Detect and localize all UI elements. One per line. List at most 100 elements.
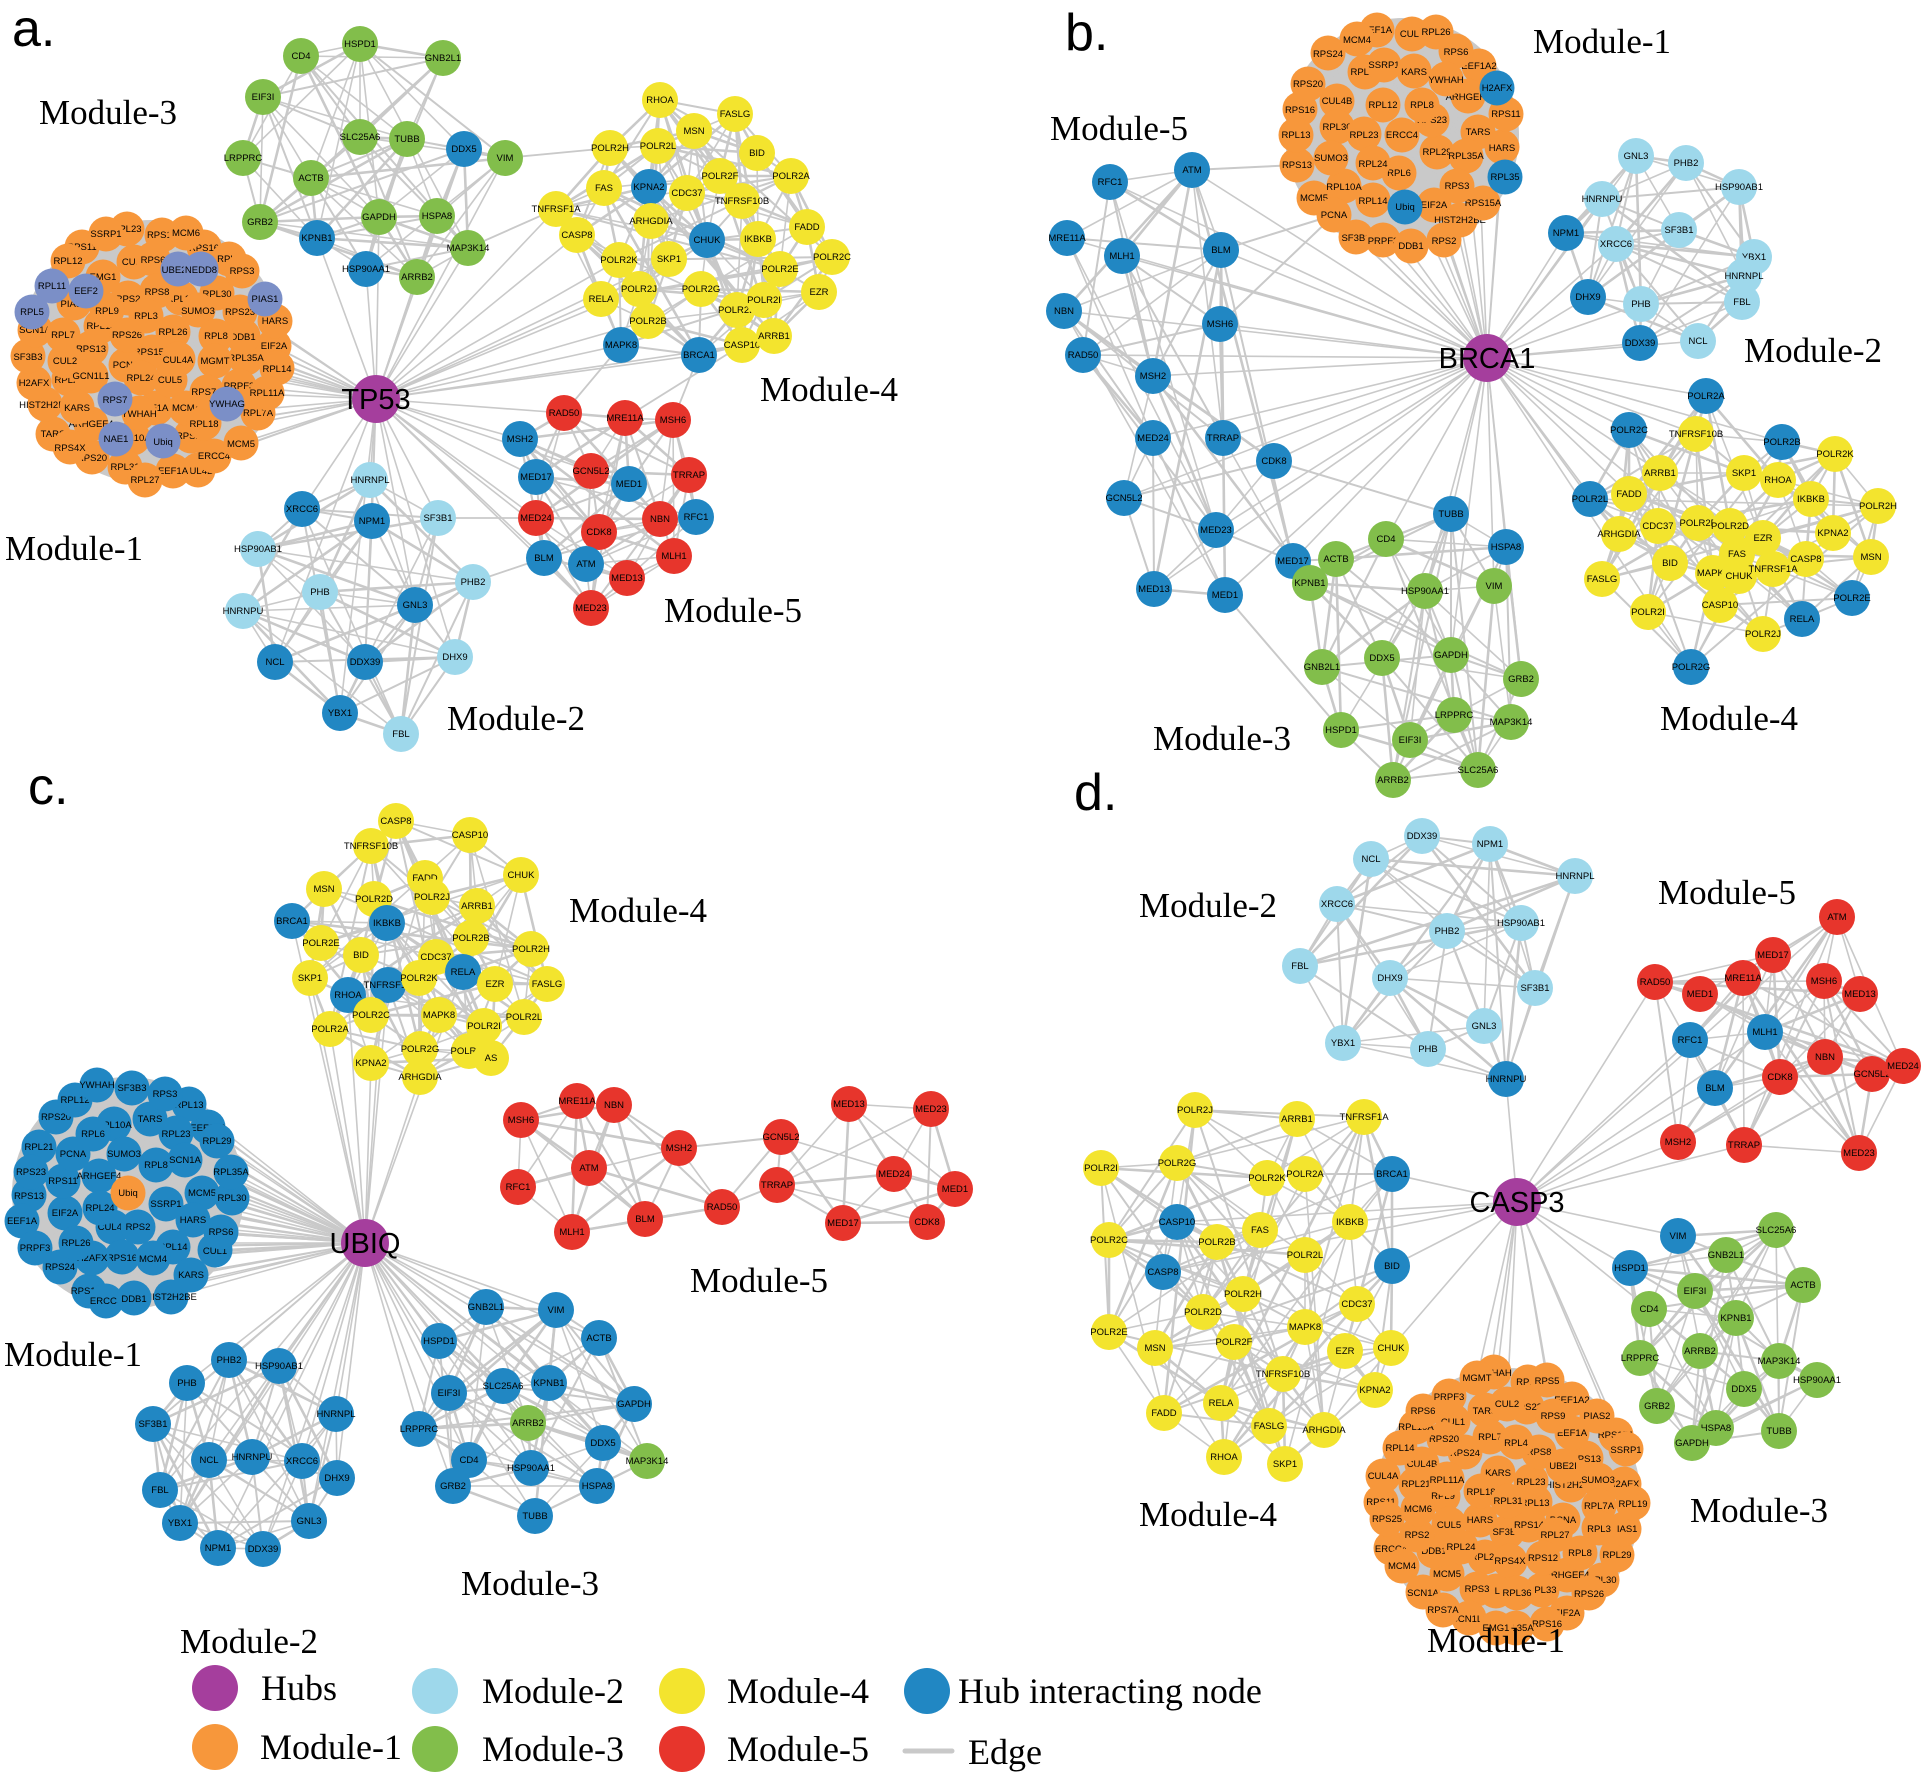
svg-text:GCN5L2: GCN5L2 [763,1132,800,1143]
svg-text:RPL24: RPL24 [1446,1542,1475,1553]
svg-text:TARS: TARS [1466,127,1491,138]
svg-text:RPL13: RPL13 [1520,1498,1549,1509]
svg-text:CUL2: CUL2 [53,356,77,367]
svg-text:GNL3: GNL3 [1624,151,1649,162]
svg-text:Module-2: Module-2 [1139,886,1277,925]
svg-text:RPL27: RPL27 [130,475,159,486]
svg-text:BID: BID [1662,558,1678,569]
svg-text:DHX9: DHX9 [1575,292,1600,303]
svg-text:CASP3: CASP3 [1469,1187,1564,1219]
svg-text:DHX9: DHX9 [442,652,467,663]
svg-text:EEF1A: EEF1A [1557,1428,1588,1439]
svg-text:GRB2: GRB2 [1508,674,1534,685]
svg-text:HSP90AA1: HSP90AA1 [507,1463,555,1474]
svg-text:TNFRSF10B: TNFRSF10B [344,841,398,852]
svg-text:Module-1: Module-1 [5,529,143,568]
svg-text:MED23: MED23 [1843,1148,1875,1159]
svg-text:MED1: MED1 [1687,989,1713,1000]
svg-text:RPL23: RPL23 [1349,130,1378,141]
svg-text:RPS15A: RPS15A [71,1286,108,1297]
svg-text:RPL7A: RPL7A [243,408,274,419]
svg-text:MED23: MED23 [575,603,607,614]
svg-text:RELA: RELA [1209,1398,1234,1409]
svg-text:RPL24: RPL24 [85,1203,114,1214]
svg-text:SUMO3: SUMO3 [1314,153,1348,164]
svg-text:CDK8: CDK8 [914,1217,939,1228]
svg-text:MCM6: MCM6 [172,228,200,239]
svg-text:a.: a. [12,0,55,58]
svg-text:RHOA: RHOA [1764,475,1792,486]
svg-text:DDB1: DDB1 [1398,241,1423,252]
svg-text:CDC37: CDC37 [420,952,451,963]
svg-text:IKBKB: IKBKB [373,918,401,929]
svg-text:CASP8: CASP8 [1147,1267,1178,1278]
svg-text:RPS16: RPS16 [107,1253,137,1264]
svg-text:PRPF3: PRPF3 [1368,236,1399,247]
svg-text:MCM4: MCM4 [1343,35,1371,46]
svg-text:RPL12: RPL12 [60,1095,89,1106]
svg-text:MED13: MED13 [833,1099,865,1110]
svg-text:RPS13: RPS13 [14,1191,44,1202]
svg-text:MSH6: MSH6 [660,415,686,426]
svg-text:POLR2D: POLR2D [1184,1307,1222,1318]
svg-text:POLR2K: POLR2K [600,255,638,266]
svg-text:BRCA1: BRCA1 [1439,343,1536,375]
svg-text:FADD: FADD [1616,489,1641,500]
svg-text:CDK8: CDK8 [1261,456,1286,467]
svg-text:RAD50: RAD50 [1640,977,1671,988]
svg-text:RELA: RELA [1790,614,1815,625]
svg-text:HNRNPU: HNRNPU [1582,194,1623,205]
svg-text:HSP90AA1: HSP90AA1 [342,264,390,275]
svg-text:RPL8: RPL8 [204,331,228,342]
svg-text:GNB2L1: GNB2L1 [1708,1250,1744,1261]
svg-text:NPM1: NPM1 [1553,228,1579,239]
svg-text:RPS23: RPS23 [16,1167,46,1178]
svg-text:BID: BID [1384,1261,1400,1272]
svg-text:RPL26: RPL26 [1421,27,1450,38]
svg-text:EEF1A: EEF1A [7,1216,38,1227]
svg-text:BLM: BLM [534,553,554,564]
svg-text:SLC25A6: SLC25A6 [1458,765,1499,776]
svg-text:CASP10: CASP10 [1159,1217,1195,1228]
svg-text:NPM1: NPM1 [205,1543,231,1554]
svg-text:EEF1A: EEF1A [158,466,189,477]
svg-text:PHB: PHB [310,587,330,598]
svg-text:CUL4A: CUL4A [163,355,194,366]
svg-text:MED24: MED24 [878,1169,910,1180]
svg-text:HIST2H2BE: HIST2H2BE [19,400,71,411]
svg-text:YWHAG: YWHAG [209,399,245,410]
svg-text:MSH2: MSH2 [1665,1137,1691,1148]
svg-text:RPS23: RPS23 [1417,115,1447,126]
svg-text:YBX1: YBX1 [168,1518,192,1529]
svg-text:EZR: EZR [810,287,829,298]
svg-text:BID: BID [749,148,765,159]
svg-text:MSN: MSN [313,884,334,895]
svg-text:RPL12: RPL12 [53,256,82,267]
svg-text:ARHGDIA: ARHGDIA [1597,529,1641,540]
svg-text:RFC1: RFC1 [506,1182,531,1193]
svg-text:SF3B1: SF3B1 [138,1419,167,1430]
svg-text:KPNB1: KPNB1 [1294,578,1325,589]
svg-text:NEDD8: NEDD8 [185,265,217,276]
svg-text:HNRNPU: HNRNPU [223,606,264,617]
svg-text:RPS3: RPS3 [1465,1584,1490,1595]
svg-text:Hubs: Hubs [261,1668,337,1708]
svg-text:RPL29: RPL29 [166,294,195,305]
svg-text:RPL30: RPL30 [1322,122,1351,133]
svg-text:POLR2A: POLR2A [1687,391,1725,402]
svg-text:YWHAH: YWHAH [1476,1368,1512,1379]
svg-text:RPL14: RPL14 [1385,1443,1414,1454]
svg-text:SSRP1: SSRP1 [150,1199,181,1210]
svg-text:NCL: NCL [265,657,284,668]
svg-text:NBN: NBN [1815,1052,1835,1063]
svg-text:TUBB: TUBB [1766,1426,1791,1437]
svg-text:NPM1: NPM1 [359,516,385,527]
svg-text:Module-1: Module-1 [260,1727,402,1767]
svg-text:RPL21: RPL21 [1401,1479,1430,1490]
svg-text:KARS: KARS [1401,67,1427,78]
svg-text:DDX39: DDX39 [248,1544,279,1555]
svg-text:POLR2E: POLR2E [1090,1327,1128,1338]
svg-text:HARS: HARS [1489,143,1515,154]
svg-text:RPL7: RPL7 [1478,1432,1502,1443]
svg-text:POLR2L: POLR2L [640,141,676,152]
